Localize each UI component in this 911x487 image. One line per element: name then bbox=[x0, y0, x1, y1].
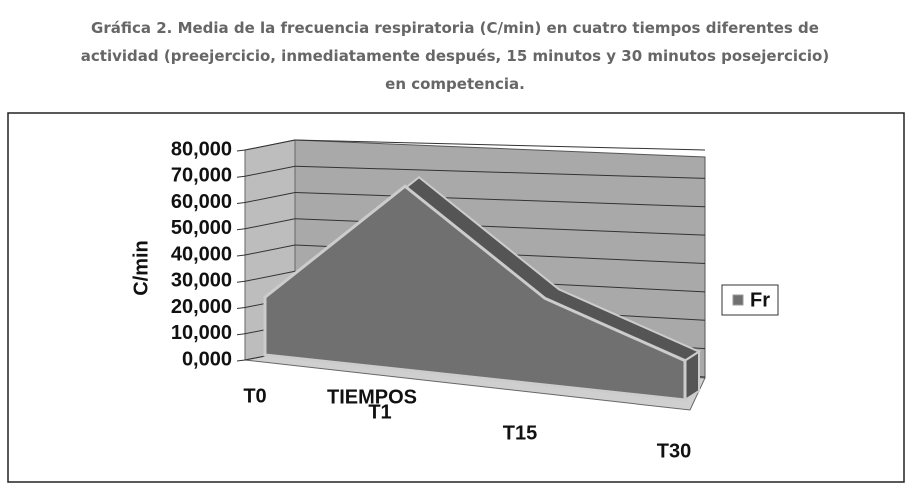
y-tick-label: 20,000 bbox=[171, 296, 232, 318]
grid-line bbox=[244, 165, 296, 177]
tick-mark bbox=[236, 254, 246, 257]
y-tick-label: 70,000 bbox=[171, 165, 232, 187]
tick-mark bbox=[236, 175, 246, 178]
legend bbox=[721, 284, 779, 316]
grid-line bbox=[294, 192, 706, 208]
x-axis-label: TIEMPOS bbox=[327, 386, 417, 408]
tick-mark bbox=[236, 280, 246, 283]
grid-line bbox=[294, 165, 706, 179]
y-tick-label: 60,000 bbox=[171, 191, 232, 213]
grid-line bbox=[294, 139, 706, 151]
x-tick-label: T30 bbox=[657, 440, 691, 462]
tick-mark bbox=[236, 228, 246, 231]
y-tick-label: 80,000 bbox=[171, 138, 232, 160]
y-tick-label: 0,000 bbox=[182, 348, 232, 370]
area bbox=[263, 184, 687, 402]
y-tick-label: 40,000 bbox=[171, 243, 232, 265]
x-tick-label: T0 bbox=[243, 385, 266, 407]
x-tick-label: T1 bbox=[368, 401, 391, 423]
grid-line bbox=[244, 218, 296, 230]
grid-line bbox=[244, 244, 296, 256]
tick-mark bbox=[236, 202, 246, 204]
grid-line bbox=[244, 139, 296, 151]
area-side bbox=[684, 349, 700, 402]
tick-mark bbox=[236, 307, 246, 309]
y-axis-label: C/min bbox=[130, 240, 152, 296]
chart-title: Gráfica 2. Media de la frecuencia respir… bbox=[80, 19, 830, 93]
y-tick-label: 30,000 bbox=[171, 270, 232, 292]
y-tick-label: 10,000 bbox=[171, 322, 232, 344]
legend-label: Fr bbox=[750, 289, 770, 311]
grid-line bbox=[244, 270, 296, 282]
grid-line bbox=[244, 192, 296, 203]
tick-mark bbox=[236, 149, 246, 152]
x-tick-label: T15 bbox=[503, 422, 537, 444]
y-tick-label: 50,000 bbox=[171, 217, 232, 239]
tick-mark bbox=[236, 333, 246, 336]
tick-mark bbox=[236, 359, 246, 362]
legend-swatch bbox=[732, 294, 744, 306]
